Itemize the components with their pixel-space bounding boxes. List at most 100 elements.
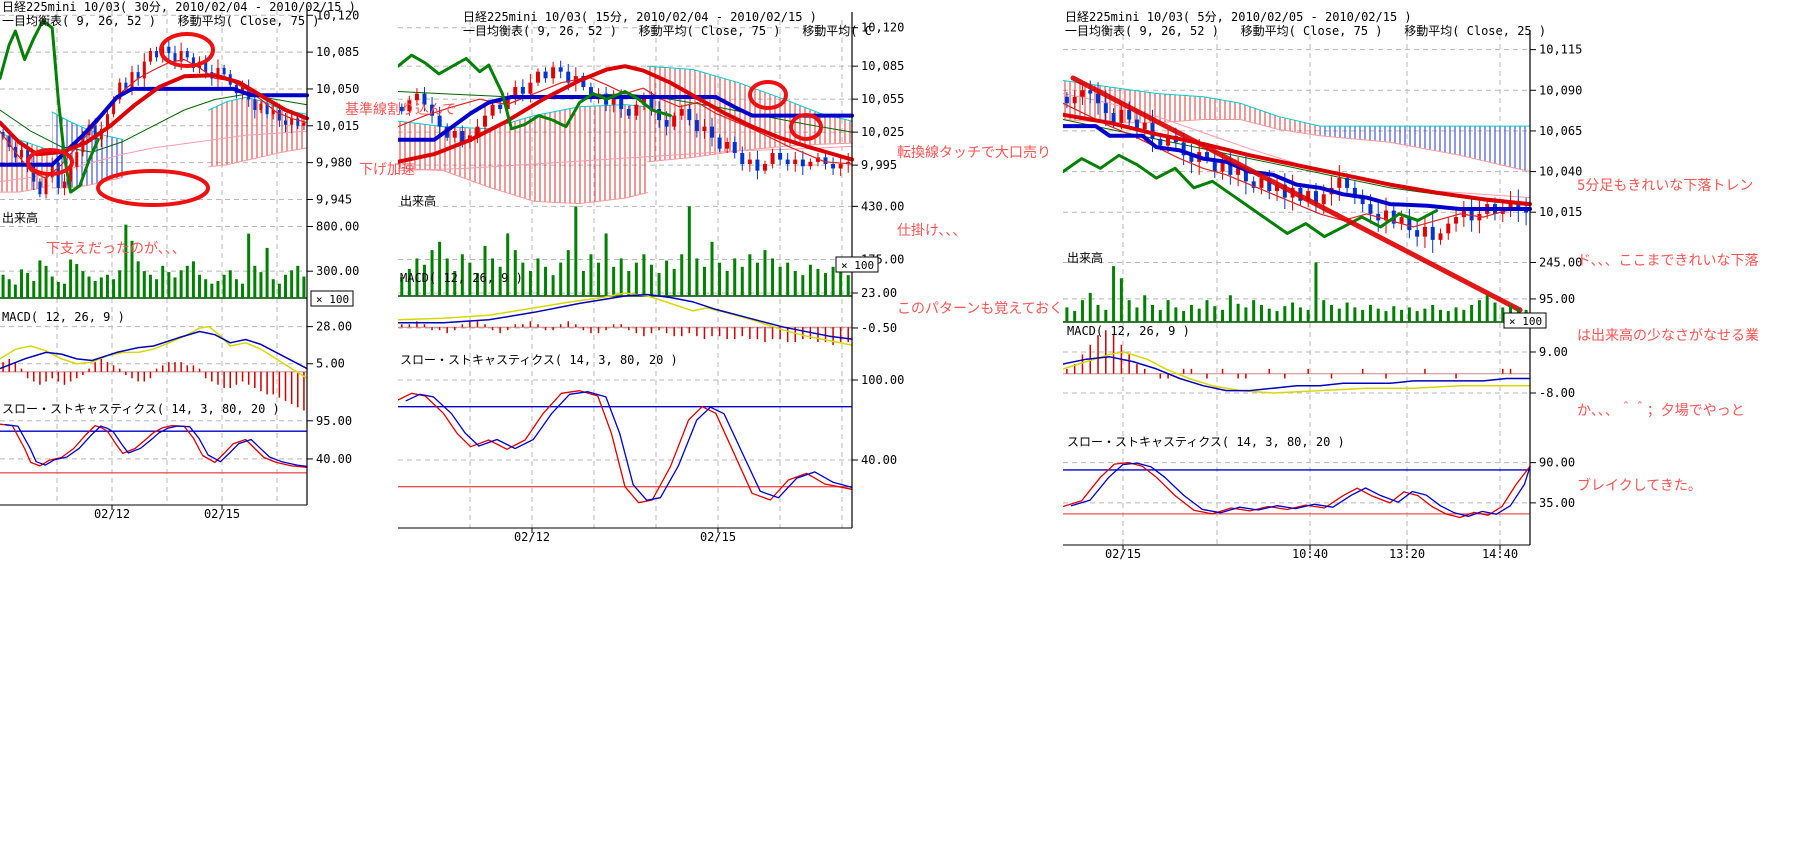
axis-tick-label: 10,025	[861, 125, 904, 139]
volume-label: 出来高	[1067, 251, 1104, 265]
x-axis-label: 13:20	[1389, 547, 1425, 561]
annotation-support: 下支えだったのが、、、	[46, 206, 186, 290]
annotation-line: 基準線割り込んで	[345, 102, 457, 118]
chart-indicator-line: 一目均衡表( 9, 26, 52 ) 移動平均( Close, 75 ) 移動平…	[463, 24, 872, 38]
chart-panel-30min: 10,120 10,085 10,050 10,015 9,980 9,945 800.00…	[0, 0, 375, 545]
axis-tick-label: -0.50	[861, 321, 897, 335]
annotation-line: このパターンも覚えておく	[897, 301, 1064, 317]
axis-tick-label: 10,120	[316, 8, 359, 22]
axis-tick-label: 9,980	[316, 156, 352, 170]
macd-label: MACD( 12, 26, 9 )	[400, 271, 523, 285]
price-panel	[1063, 80, 1532, 253]
axis-tick-label: 90.00	[1539, 456, 1575, 470]
axes: 10,12010,08510,05510,0259,995430.00175.0…	[398, 12, 904, 544]
stochastics-panel	[0, 423, 308, 474]
multiplier-box	[835, 256, 879, 273]
annotation-line: 転換線タッチで大口売り	[897, 145, 1051, 161]
multiplier-label: × 100	[841, 259, 874, 272]
chart-indicator-line: 一目均衡表( 9, 26, 52 ) 移動平均( Close, 75 ) 移動平…	[1065, 24, 1547, 38]
axis-tick-label: 430.00	[861, 199, 904, 213]
axis-tick-label: 10,055	[861, 92, 904, 106]
axis-tick-label: 5.00	[316, 357, 345, 371]
axis-tick-label: 10,015	[316, 119, 359, 133]
macd-panel	[0, 325, 308, 411]
axis-tick-label: 10,085	[316, 45, 359, 59]
stoch-label: スロー・ストキャスティクス( 14, 3, 80, 20 )	[1067, 435, 1345, 449]
multiplier-label: × 100	[316, 293, 349, 306]
macd-label: MACD( 12, 26, 9 )	[2, 310, 125, 324]
chart-canvas-5min: 10,115 10,090 10,065 10,040 10,015 245.00 95.0…	[1063, 30, 1582, 561]
drawn-annotations	[1070, 75, 1523, 313]
x-axis-label: 02/15	[1105, 547, 1141, 561]
annotation-tenkan-touch: 転換線タッチで大口売り 仕掛け、、、 このパターンも覚えておく	[897, 88, 1063, 374]
axis-tick-label: 10,090	[1539, 83, 1582, 97]
drawn-annotations	[26, 32, 215, 207]
volume-panel	[1063, 262, 1530, 323]
volume-label: 出来高	[2, 211, 39, 225]
axis-tick-label: -8.00	[1539, 386, 1575, 400]
price-panel	[0, 19, 309, 199]
x-axis-label: 02/12	[514, 530, 550, 544]
axis-tick-label: 9,995	[861, 158, 897, 172]
x-axis-label: 14:40	[1482, 547, 1518, 561]
annotation-line: 下支えだったのが、、、	[46, 241, 186, 257]
annotation-line: 5分足もきれいな下落トレン	[1577, 178, 1754, 194]
macd-panel	[1063, 330, 1531, 394]
axis-tick-label: 10,015	[1539, 205, 1582, 219]
volume-label: 出来高	[400, 194, 437, 208]
stochastics-panel	[1063, 461, 1531, 519]
axis-tick-label: 10,120	[861, 21, 904, 35]
stochastics-panel	[398, 390, 853, 504]
annotation-line: 下げ加速	[359, 162, 415, 178]
axis-tick-label: 23.00	[861, 286, 897, 300]
axis-tick-label: 95.00	[316, 414, 352, 428]
chart-canvas-30min: 10,120 10,085 10,050 10,015 9,980 9,945 800.00…	[0, 8, 359, 521]
stoch-label: スロー・ストキャスティクス( 14, 3, 80, 20 )	[400, 353, 678, 367]
macd-label: MACD( 12, 26, 9 )	[1067, 324, 1190, 338]
multiplier-label: × 100	[1509, 315, 1542, 328]
axes: 10,120 10,085 10,050 10,015 9,980 9,945 800.00…	[0, 8, 359, 521]
candles	[399, 60, 851, 180]
axis-tick-label: 40.00	[861, 453, 897, 467]
annotation-line: ブレイクしてきた。	[1577, 478, 1702, 494]
axis-tick-label: 10,065	[1539, 124, 1582, 138]
x-axis-label: 02/15	[204, 507, 240, 521]
axis-tick-label: 40.00	[316, 452, 352, 466]
multiplier-box	[1503, 312, 1547, 329]
volume-panel	[398, 206, 852, 297]
axis-tick-label: 800.00	[316, 219, 359, 233]
macd-panel	[398, 292, 853, 346]
chart-title: 日経225mini 10/03( 5分, 2010/02/05 - 2010/0…	[1065, 10, 1412, 24]
chart-indicator-line: 一目均衡表( 9, 26, 52 ) 移動平均( Close, 75 )	[2, 14, 320, 28]
stoch-label: スロー・ストキャスティクス( 14, 3, 80, 20 )	[2, 402, 280, 416]
axis-tick-label: 9,945	[316, 192, 352, 206]
axis-tick-label: 10,085	[861, 59, 904, 73]
x-axis-label: 10:40	[1292, 547, 1328, 561]
x-axis-label: 02/15	[700, 530, 736, 544]
axis-tick-label: 100.00	[861, 373, 904, 387]
x-axis-label: 02/12	[94, 507, 130, 521]
drawn-annotations	[748, 80, 823, 141]
chart-panel-15min: 10,120 10,085 10,055 10,025 9,995 430.00 175.0…	[398, 8, 912, 556]
axis-tick-label: 35.00	[1539, 496, 1575, 510]
volume-panel	[0, 224, 307, 299]
annotation-line: は出来高の少なさがなせる業	[1577, 328, 1759, 344]
axes: 10,115 10,090 10,065 10,040 10,015 245.00 95.0…	[1063, 30, 1582, 561]
axis-tick-label: 10,115	[1539, 43, 1582, 57]
chart-canvas-15min: 10,12010,08510,05510,0259,995430.00175.0…	[398, 12, 904, 544]
annotation-line: ド、、、ここまできれいな下落	[1577, 253, 1759, 269]
multiplier-box	[310, 290, 354, 307]
annotation-downtrend: 5分足もきれいな下落トレン ド、、、ここまできれいな下落 は出来高の少なさがなせ…	[1577, 124, 1759, 549]
axis-tick-label: 10,050	[316, 82, 359, 96]
chart-panel-5min: 10,115 10,090 10,065 10,040 10,015 245.00 95.0…	[1063, 8, 1583, 570]
axis-tick-label: 300.00	[316, 264, 359, 278]
axis-tick-label: 10,040	[1539, 165, 1582, 179]
chart-title: 日経225mini 10/03( 15分, 2010/02/04 - 2010/…	[463, 10, 817, 24]
axis-tick-label: 9.00	[1539, 345, 1568, 359]
price-panel	[398, 53, 854, 205]
axis-tick-label: 245.00	[1539, 256, 1582, 270]
annotation-baseline-break: 基準線割り込んで 下げ加速	[345, 60, 456, 220]
axis-tick-label: 28.00	[316, 320, 352, 334]
axis-tick-label: 95.00	[1539, 292, 1575, 306]
annotation-line: か、、、＾＾；夕場でやっと	[1577, 403, 1745, 419]
